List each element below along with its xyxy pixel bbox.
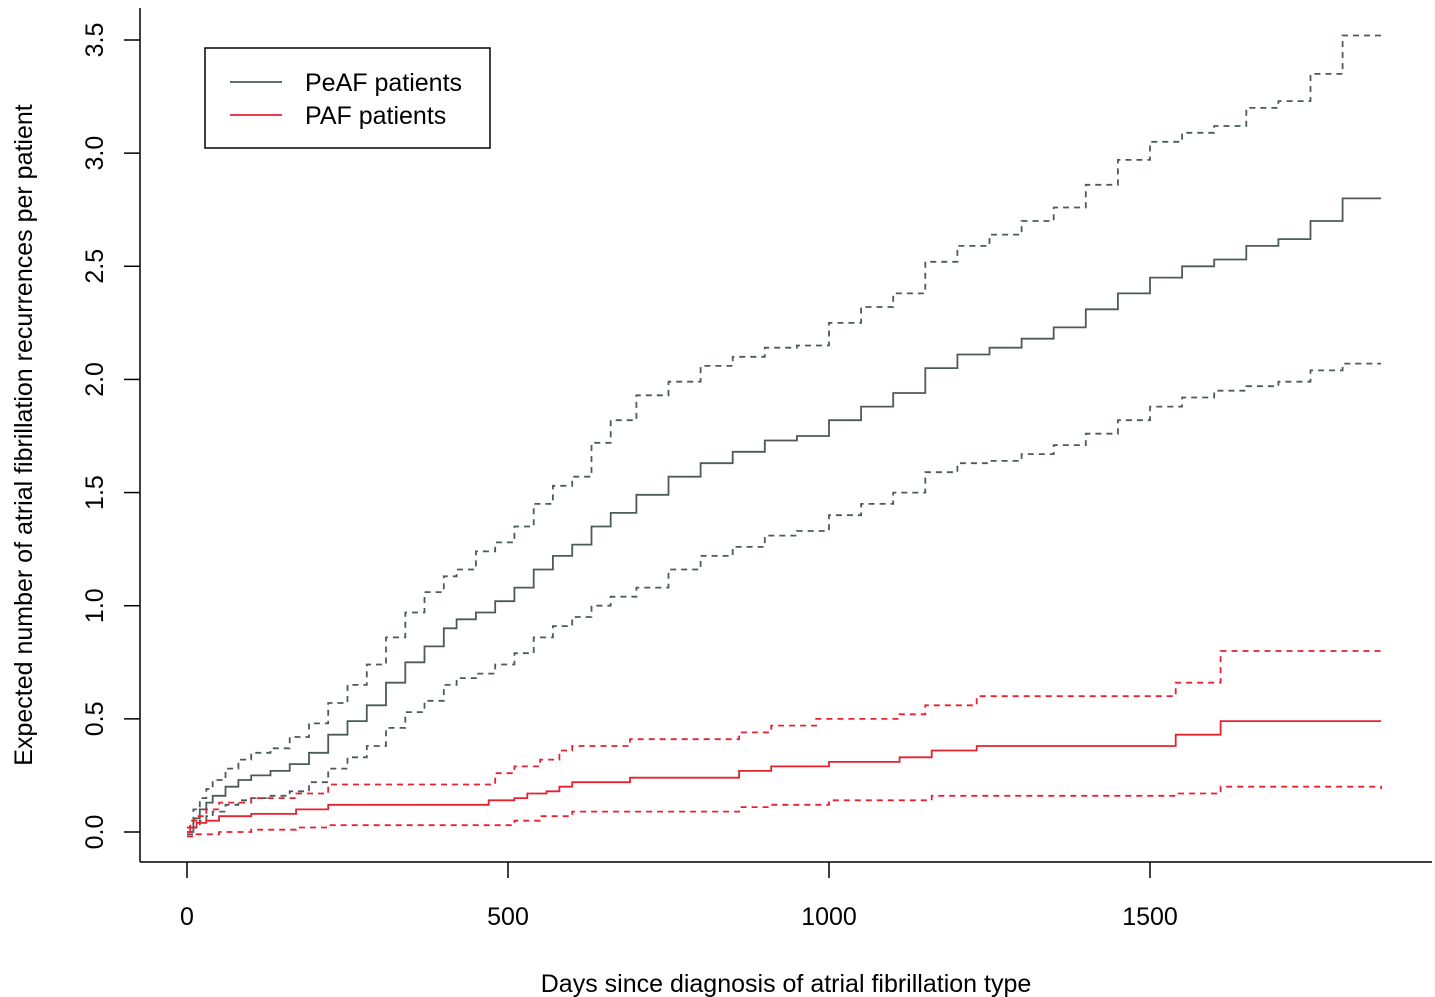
series-line-paf-lower-ci: [187, 785, 1382, 838]
legend-label-peaf: PeAF patients: [305, 69, 462, 97]
series-line-peaf-estimate: [187, 197, 1382, 833]
x-tick-label: 0: [180, 903, 194, 931]
legend: PeAF patients PAF patients: [204, 47, 491, 149]
series-layer: [187, 34, 1382, 838]
legend-label-paf: PAF patients: [305, 102, 446, 130]
y-tick-label: 0.5: [81, 701, 109, 736]
series-line-paf-upper-ci: [187, 650, 1382, 829]
series-line-peaf-lower-ci: [187, 362, 1382, 836]
y-axis-title: Expected number of atrial fibrillation r…: [10, 104, 38, 766]
y-tick-label: 1.5: [81, 475, 109, 510]
y-tick-label: 2.0: [81, 362, 109, 397]
axes-layer: 0 500 1000 1500 0.0 0.5 1.0 1.5 2.0 2.5 3.0 3.5 Da…: [10, 8, 1432, 997]
y-tick-label: 0.0: [81, 815, 109, 850]
legend-box: [204, 47, 491, 149]
y-tick-label: 1.0: [81, 588, 109, 623]
series-line-paf-estimate: [187, 720, 1382, 833]
x-tick-label: 500: [487, 903, 529, 931]
x-axis-title: Days since diagnosis of atrial fibrillat…: [541, 970, 1032, 997]
y-tick-label: 3.5: [81, 23, 109, 58]
x-tick-label: 1000: [801, 903, 857, 931]
x-ticks: 0 500 1000 1500: [180, 862, 1178, 931]
y-tick-label: 3.0: [81, 136, 109, 171]
series-line-peaf-upper-ci: [187, 34, 1382, 829]
y-ticks: 0.0 0.5 1.0 1.5 2.0 2.5 3.0 3.5: [81, 23, 140, 850]
y-tick-label: 2.5: [81, 249, 109, 284]
x-tick-label: 1500: [1122, 903, 1178, 931]
